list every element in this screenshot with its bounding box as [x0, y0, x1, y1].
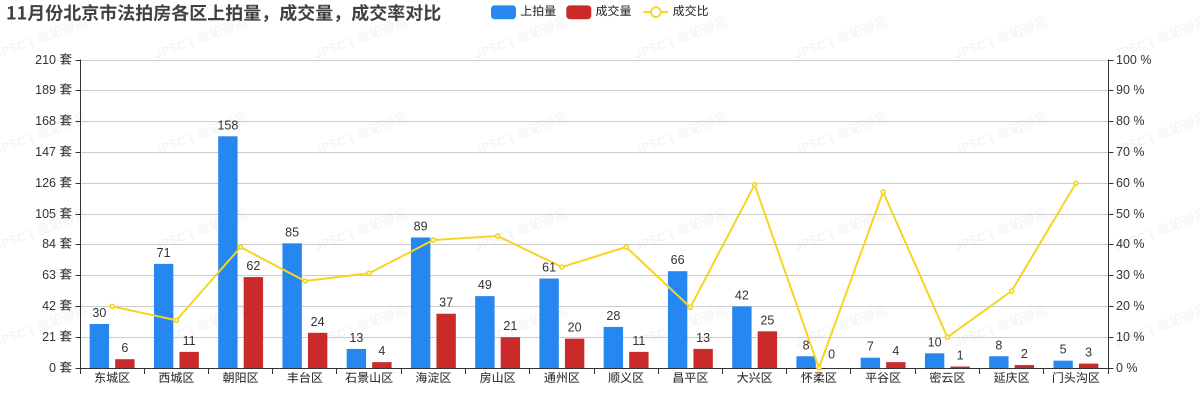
svg-text:21: 21 [42, 330, 56, 344]
svg-text:2: 2 [1021, 347, 1028, 361]
svg-text:210: 210 [35, 53, 56, 67]
svg-text:0: 0 [49, 361, 56, 375]
svg-text:40 %: 40 % [1116, 237, 1145, 251]
svg-text:21: 21 [503, 319, 517, 333]
svg-text:71: 71 [157, 246, 171, 260]
svg-text:3: 3 [1085, 346, 1092, 360]
svg-text:4: 4 [378, 344, 385, 358]
svg-text:10 %: 10 % [1116, 330, 1145, 344]
svg-text:90 %: 90 % [1116, 83, 1145, 97]
svg-text:49: 49 [478, 278, 492, 292]
svg-text:63: 63 [42, 268, 56, 282]
svg-text:89: 89 [414, 219, 428, 233]
svg-text:20 %: 20 % [1116, 299, 1145, 313]
svg-text:28: 28 [606, 309, 620, 323]
svg-text:24: 24 [311, 315, 325, 329]
svg-text:42: 42 [42, 299, 56, 313]
svg-text:61: 61 [542, 261, 556, 275]
svg-text:6: 6 [121, 341, 128, 355]
svg-text:158: 158 [217, 118, 238, 132]
svg-text:70 %: 70 % [1116, 145, 1145, 159]
svg-text:147: 147 [35, 145, 56, 159]
svg-text:60 %: 60 % [1116, 176, 1145, 190]
svg-text:85: 85 [285, 225, 299, 239]
svg-text:11: 11 [632, 334, 645, 348]
svg-text:80 %: 80 % [1116, 114, 1145, 128]
svg-text:7: 7 [867, 340, 874, 354]
svg-text:84: 84 [42, 237, 56, 251]
svg-text:13: 13 [696, 331, 710, 345]
svg-text:8: 8 [803, 338, 810, 352]
svg-text:1: 1 [957, 349, 964, 363]
svg-text:168: 168 [35, 114, 56, 128]
svg-text:0 %: 0 % [1116, 361, 1138, 375]
svg-text:25: 25 [760, 313, 774, 327]
svg-text:8: 8 [995, 338, 1002, 352]
svg-text:50 %: 50 % [1116, 207, 1145, 221]
svg-text:37: 37 [439, 296, 453, 310]
svg-text:5: 5 [1060, 343, 1067, 357]
svg-text:66: 66 [671, 253, 685, 267]
svg-text:13: 13 [349, 331, 363, 345]
svg-text:20: 20 [568, 321, 582, 335]
svg-text:30 %: 30 % [1116, 268, 1145, 282]
svg-text:126: 126 [35, 176, 56, 190]
svg-text:0: 0 [828, 348, 835, 362]
svg-text:62: 62 [246, 259, 260, 273]
svg-text:189: 189 [35, 83, 56, 97]
svg-text:100 %: 100 % [1116, 53, 1151, 67]
svg-text:30: 30 [92, 306, 106, 320]
svg-text:42: 42 [735, 288, 749, 302]
svg-text:4: 4 [892, 344, 899, 358]
svg-text:105: 105 [35, 207, 56, 221]
svg-text:10: 10 [928, 335, 942, 349]
svg-text:11: 11 [183, 334, 196, 348]
